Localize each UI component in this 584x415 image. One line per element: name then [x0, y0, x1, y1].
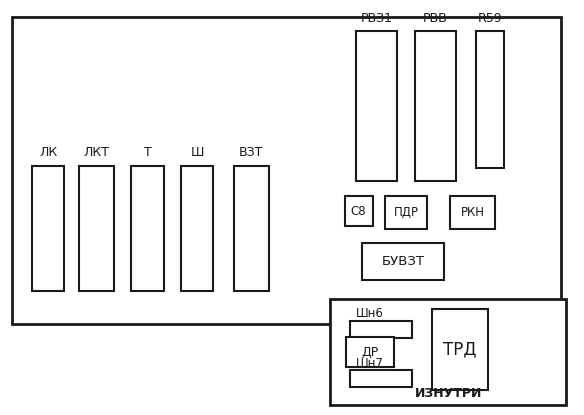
Text: РКН: РКН: [460, 206, 485, 219]
Text: ИЗНУТРИ: ИЗНУТРИ: [415, 388, 482, 400]
Bar: [362, 243, 444, 280]
Bar: [350, 321, 412, 338]
Bar: [356, 31, 397, 181]
Text: R59: R59: [478, 12, 502, 25]
Text: Ш: Ш: [190, 146, 204, 159]
Text: ДР: ДР: [361, 346, 378, 359]
Bar: [450, 196, 495, 229]
Text: ЛК: ЛК: [39, 146, 57, 159]
Bar: [79, 166, 114, 290]
Text: Т: Т: [144, 146, 151, 159]
Text: БУВЗТ: БУВЗТ: [381, 255, 425, 268]
Text: ПДР: ПДР: [394, 206, 419, 219]
Text: ЛКТ: ЛКТ: [84, 146, 109, 159]
Bar: [234, 166, 269, 290]
Bar: [131, 166, 164, 290]
Bar: [350, 370, 412, 387]
Bar: [330, 299, 566, 405]
Bar: [476, 31, 504, 168]
Bar: [181, 166, 213, 290]
Bar: [345, 196, 373, 226]
Bar: [12, 17, 561, 324]
Bar: [346, 337, 394, 367]
Text: Шн6: Шн6: [356, 308, 384, 320]
Bar: [415, 31, 456, 181]
Text: РВВ: РВВ: [423, 12, 447, 25]
Text: ВЗТ: ВЗТ: [239, 146, 263, 159]
Text: С8: С8: [351, 205, 366, 218]
Bar: [432, 309, 488, 390]
Text: ТРД: ТРД: [443, 341, 477, 359]
Bar: [32, 166, 64, 290]
Text: Шн7: Шн7: [356, 357, 384, 370]
Text: РВЗ1: РВЗ1: [361, 12, 392, 25]
Bar: [385, 196, 427, 229]
